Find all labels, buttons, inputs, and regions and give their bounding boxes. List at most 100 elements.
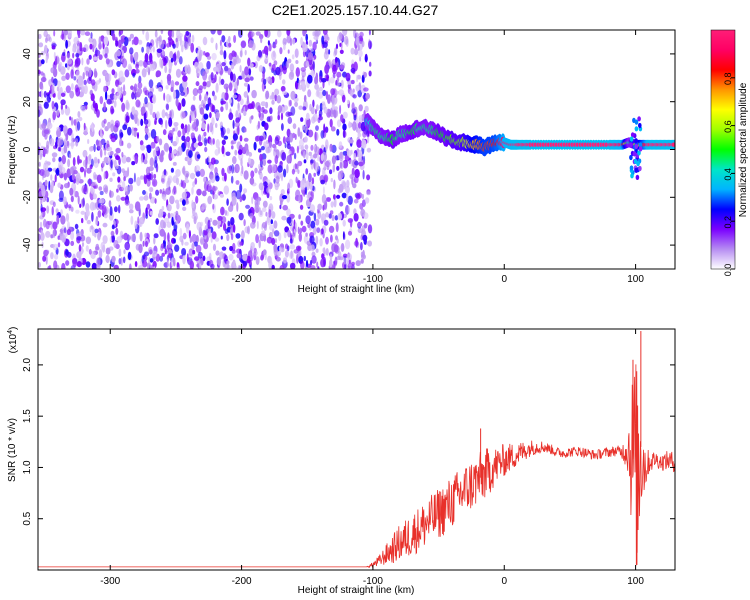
noise-speckle <box>259 210 263 216</box>
noise-speckle <box>98 78 102 83</box>
noise-speckle <box>257 105 261 113</box>
signal-core <box>671 142 675 147</box>
noise-speckle <box>292 232 296 237</box>
noise-speckle <box>361 139 367 149</box>
noise-speckle <box>199 168 205 177</box>
noise-speckle <box>339 201 344 207</box>
noise-speckle <box>283 44 286 51</box>
noise-speckle <box>89 201 95 211</box>
noise-speckle <box>80 210 86 215</box>
noise-speckle <box>208 252 212 261</box>
noise-speckle <box>261 207 267 213</box>
noise-speckle <box>128 209 134 214</box>
y-tick-label: 40 <box>22 48 33 60</box>
noise-speckle <box>310 144 314 151</box>
noise-speckle <box>144 52 149 63</box>
noise-speckle <box>127 251 132 261</box>
noise-speckle <box>203 242 209 250</box>
noise-speckle <box>163 243 166 249</box>
noise-speckle <box>122 256 126 264</box>
noise-speckle <box>63 196 67 206</box>
colorbar-tick-label: 0.0 <box>723 264 733 277</box>
noise-speckle <box>74 63 79 68</box>
noise-speckle <box>355 36 360 46</box>
noise-speckle <box>232 59 237 66</box>
noise-speckle <box>75 87 81 97</box>
noise-speckle <box>230 139 237 145</box>
noise-speckle <box>241 165 244 175</box>
noise-speckle <box>134 261 138 267</box>
noise-speckle <box>298 214 301 220</box>
noise-speckle <box>143 159 148 165</box>
noise-speckle <box>158 208 164 218</box>
noise-speckle <box>193 118 199 127</box>
noise-speckle <box>174 244 180 252</box>
noise-speckle <box>82 149 88 158</box>
noise-speckle <box>163 169 167 176</box>
noise-speckle <box>203 230 208 236</box>
noise-speckle <box>87 139 90 144</box>
noise-speckle <box>80 30 86 36</box>
noise-speckle <box>142 190 146 195</box>
noise-speckle <box>289 99 292 107</box>
noise-speckle <box>147 102 152 111</box>
noise-speckle <box>57 80 61 88</box>
noise-speckle <box>123 176 126 182</box>
noise-speckle <box>182 127 186 137</box>
noise-speckle <box>127 166 130 177</box>
noise-speckle <box>182 206 187 211</box>
noise-speckle <box>145 110 148 119</box>
noise-speckle <box>105 90 108 101</box>
noise-speckle <box>140 106 146 114</box>
noise-speckle <box>287 182 291 192</box>
noise-speckle <box>156 135 160 143</box>
noise-speckle <box>72 52 75 59</box>
noise-speckle <box>285 111 291 117</box>
noise-speckle <box>325 144 328 152</box>
noise-speckle <box>96 264 101 269</box>
burst-speckle <box>629 136 634 142</box>
noise-speckle <box>289 238 293 244</box>
noise-speckle <box>250 31 255 37</box>
noise-speckle <box>339 171 344 179</box>
noise-speckle <box>338 141 343 149</box>
noise-speckle <box>151 63 155 71</box>
noise-speckle <box>342 30 348 36</box>
noise-speckle <box>277 114 281 121</box>
snr-x-axis: -300 -200 -100 0 100 <box>100 329 644 587</box>
noise-speckle <box>51 76 54 83</box>
noise-speckle <box>95 243 100 251</box>
noise-speckle <box>45 255 48 265</box>
noise-speckle <box>44 170 50 177</box>
noise-speckle <box>111 88 115 94</box>
noise-speckle <box>247 83 250 93</box>
noise-speckle <box>125 156 131 163</box>
noise-speckle <box>170 80 175 90</box>
noise-speckle <box>176 202 180 210</box>
noise-speckle <box>341 192 347 199</box>
noise-speckle <box>195 170 201 177</box>
noise-speckle <box>297 180 301 188</box>
noise-speckle <box>257 148 262 153</box>
noise-speckle <box>138 39 143 45</box>
noise-speckle <box>218 146 221 154</box>
noise-speckle <box>251 196 254 205</box>
noise-speckle <box>357 122 362 129</box>
noise-speckle <box>63 30 69 36</box>
noise-speckle <box>339 42 342 48</box>
noise-speckle <box>88 248 92 255</box>
noise-speckle <box>209 122 213 133</box>
noise-speckle <box>75 177 80 185</box>
noise-speckle <box>147 91 154 99</box>
noise-speckle <box>285 60 290 69</box>
noise-speckle <box>286 164 289 174</box>
noise-speckle <box>201 99 205 107</box>
burst-speckle <box>630 132 635 138</box>
noise-speckle <box>282 257 288 264</box>
noise-speckle <box>192 249 196 255</box>
noise-speckle <box>232 73 236 83</box>
noise-speckle <box>142 30 145 35</box>
noise-speckle <box>248 68 252 76</box>
noise-speckle <box>270 115 273 122</box>
